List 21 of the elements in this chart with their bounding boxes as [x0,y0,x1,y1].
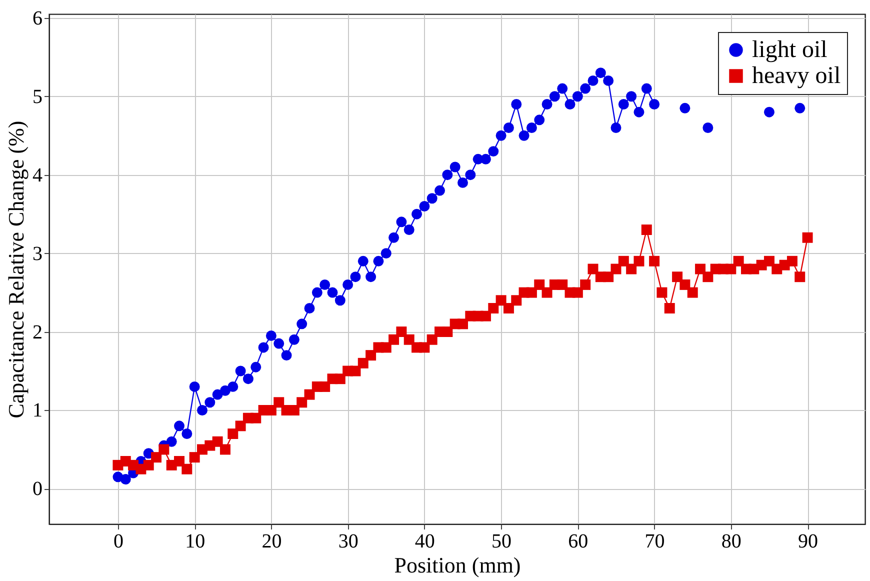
x-tick-label: 60 [568,530,588,552]
legend-label: light oil [752,37,828,63]
x-tick-label: 80 [721,530,742,552]
y-tick-label: 0 [32,478,42,500]
x-tick-label: 90 [798,530,818,552]
y-tick-label: 1 [32,400,42,422]
y-tick-label: 4 [32,164,42,186]
y-tick-label: 3 [32,242,42,265]
x-tick-label: 20 [262,530,282,552]
y-tick-label: 6 [32,7,42,30]
legend-label: heavy oil [752,63,841,89]
y-tick-label: 2 [32,321,42,344]
x-tick-label: 40 [414,530,435,552]
y-axis-title: Capacitance Relative Change (%) [4,120,28,418]
y-tick-label: 5 [32,86,42,108]
x-tick-label: 70 [644,530,665,552]
x-tick-label: 0 [113,530,124,552]
x-tick-label: 30 [338,530,358,552]
x-axis-title: Position (mm) [394,552,521,578]
x-tick-label: 50 [492,530,512,552]
x-tick-label: 10 [185,530,206,552]
